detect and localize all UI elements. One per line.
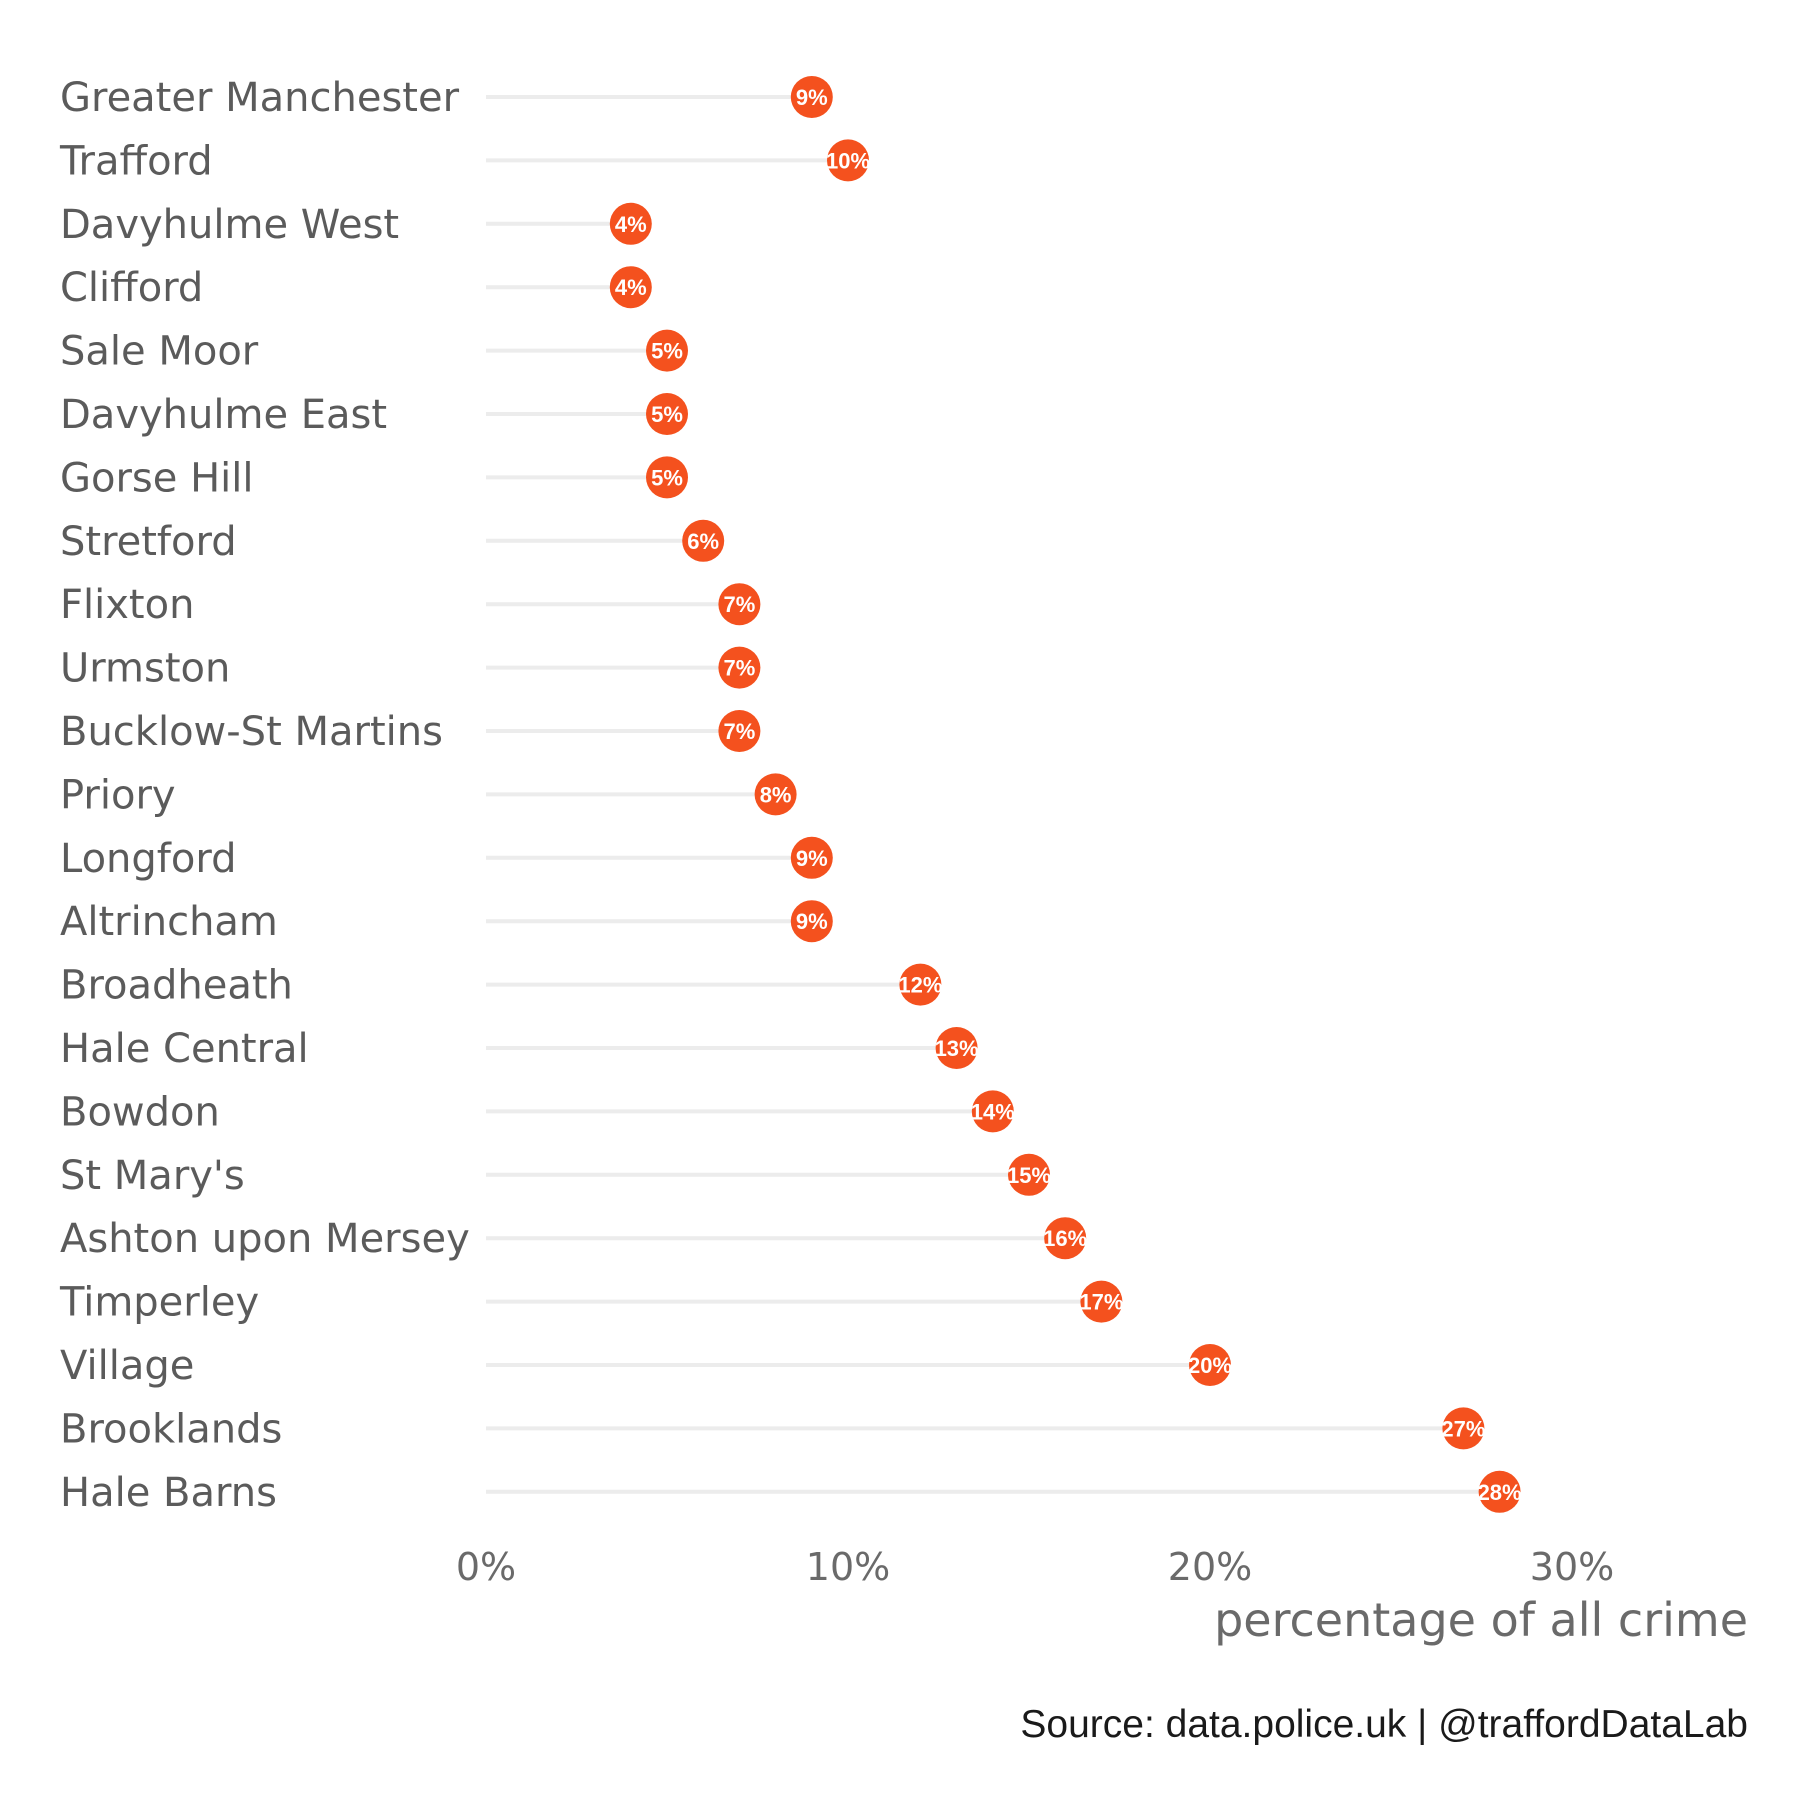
category-label: Longford <box>60 836 236 882</box>
data-label: 5% <box>651 465 683 490</box>
category-label: Ashton upon Mersey <box>60 1216 470 1262</box>
category-label: Flixton <box>60 582 194 628</box>
data-point <box>718 646 761 689</box>
data-label: 27% <box>1441 1416 1485 1441</box>
category-label: Priory <box>60 772 176 818</box>
category-label: Broadheath <box>60 963 293 1009</box>
data-label: 9% <box>796 85 828 110</box>
data-label: 5% <box>651 402 683 427</box>
category-labels: Greater Manchester Trafford Davyhulme West… <box>59 75 470 1516</box>
category-label: St Mary's <box>60 1153 245 1199</box>
category-label: Timperley <box>59 1280 259 1326</box>
x-tick-label: 10% <box>806 1545 890 1589</box>
category-label: Hale Central <box>60 1026 309 1072</box>
data-point <box>646 329 688 372</box>
category-label: Davyhulme West <box>60 202 399 248</box>
data-point <box>1044 1217 1087 1260</box>
data-point <box>1189 1344 1231 1386</box>
data-point <box>827 139 869 182</box>
data-label: 7% <box>724 656 756 681</box>
x-tick-label: 0% <box>456 1545 516 1589</box>
data-label: 16% <box>1043 1226 1087 1251</box>
data-point <box>646 456 688 499</box>
data-label: 9% <box>796 846 828 871</box>
data-label: 4% <box>615 212 647 237</box>
data-label: 5% <box>651 339 683 364</box>
data-point <box>609 266 652 309</box>
category-label: Trafford <box>59 138 213 184</box>
data-label: 15% <box>1007 1163 1051 1188</box>
category-label: Urmston <box>60 646 230 692</box>
data-point <box>935 1027 978 1069</box>
stems-layer <box>486 95 1500 1494</box>
data-label: 14% <box>971 1099 1015 1124</box>
category-label: Clifford <box>60 265 203 311</box>
category-label: Bowdon <box>60 1089 220 1135</box>
category-label: Village <box>60 1343 194 1389</box>
data-label: 28% <box>1478 1480 1522 1505</box>
category-label: Greater Manchester <box>60 75 460 121</box>
data-point <box>899 963 942 1006</box>
data-point <box>790 836 833 879</box>
x-tick-label: 20% <box>1168 1545 1252 1589</box>
x-axis: 0% 10% 20% 30% <box>456 1545 1614 1589</box>
data-point <box>754 773 797 816</box>
x-axis-title: percentage of all crime <box>1214 1593 1748 1647</box>
data-point <box>718 710 761 752</box>
data-point <box>718 583 761 626</box>
data-point <box>1478 1470 1521 1513</box>
category-label: Davyhulme East <box>60 392 387 438</box>
data-point <box>1008 1153 1050 1196</box>
data-label: 20% <box>1188 1353 1232 1378</box>
data-point <box>790 900 833 943</box>
category-label: Bucklow-St Martins <box>60 709 443 755</box>
data-label: 9% <box>796 909 828 934</box>
category-label: Gorse Hill <box>60 455 254 501</box>
data-label: 13% <box>935 1036 979 1061</box>
data-point <box>971 1090 1014 1133</box>
data-label: 10% <box>826 148 870 173</box>
data-label: 17% <box>1079 1290 1123 1315</box>
x-tick-label: 30% <box>1530 1545 1614 1589</box>
category-label: Hale Barns <box>60 1470 277 1516</box>
source-caption: Source: data.police.uk | @traffordDataLa… <box>1020 1703 1748 1746</box>
data-label: 7% <box>724 592 756 617</box>
data-point <box>790 76 833 118</box>
data-label: 6% <box>687 529 719 554</box>
data-point <box>646 393 688 435</box>
category-label: Stretford <box>60 519 237 565</box>
category-label: Sale Moor <box>60 329 259 375</box>
data-label: 8% <box>760 782 792 807</box>
data-point <box>682 519 725 562</box>
data-label: 4% <box>615 275 647 300</box>
data-label: 7% <box>724 719 756 744</box>
category-label: Altrincham <box>60 899 278 945</box>
data-point <box>1080 1280 1123 1323</box>
data-label: 12% <box>898 973 942 998</box>
data-point <box>609 202 652 245</box>
data-point <box>1442 1407 1485 1450</box>
points-layer: 9% 10% 4% 4% 5% 5% 5% 6% 7% 7% 7% 8% 9% 9% 12% 13% 14% 15… <box>609 76 1522 1513</box>
category-label: Brooklands <box>60 1406 282 1452</box>
